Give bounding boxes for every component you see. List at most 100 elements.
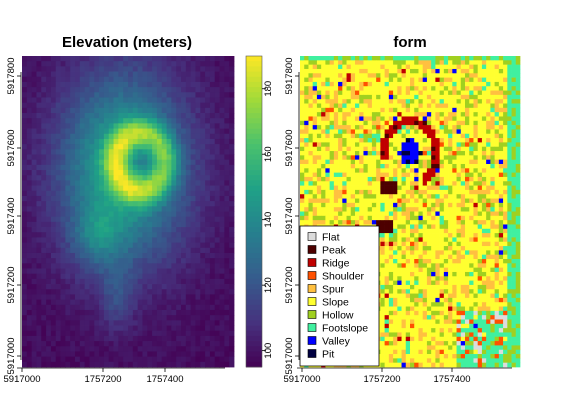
elevation-cell — [181, 201, 187, 207]
form-cell — [460, 194, 466, 199]
form-cell — [355, 94, 360, 100]
form-cell — [486, 116, 491, 122]
elevation-cell — [26, 325, 33, 332]
elevation-cell — [118, 128, 124, 135]
elevation-cell — [70, 97, 76, 104]
elevation-cell — [200, 263, 206, 269]
elevation-cell — [219, 247, 225, 254]
elevation-cell — [89, 315, 95, 321]
elevation-cell — [200, 325, 206, 332]
elevation-cell — [137, 247, 143, 254]
elevation-cell — [123, 252, 129, 259]
elevation-cell — [176, 247, 182, 254]
elevation-cell — [31, 263, 37, 269]
elevation-cell — [214, 361, 220, 368]
form-cell — [410, 176, 415, 182]
elevation-cell — [123, 138, 129, 145]
elevation-cell — [70, 242, 76, 249]
elevation-cell — [205, 87, 211, 93]
elevation-cell — [41, 330, 47, 337]
elevation-cell — [108, 335, 114, 342]
elevation-cell — [137, 164, 143, 171]
elevation-cell — [190, 175, 196, 181]
elevation-cell — [31, 71, 37, 78]
form-cell — [371, 112, 377, 117]
elevation-cell — [46, 170, 52, 176]
form-cell — [325, 90, 330, 96]
form-cell — [507, 151, 512, 156]
elevation-cell — [156, 304, 163, 311]
form-cell — [422, 99, 428, 104]
form-cell — [350, 77, 356, 83]
elevation-cell — [200, 180, 206, 186]
elevation-cell — [161, 170, 167, 176]
form-cell — [355, 73, 360, 78]
form-cell — [384, 116, 390, 122]
form-cell — [410, 181, 415, 186]
elevation-cell — [137, 71, 143, 78]
elevation-cell — [79, 190, 86, 197]
elevation-cell — [166, 76, 172, 83]
form-cell — [460, 56, 466, 61]
elevation-cell — [50, 107, 57, 114]
elevation-cell — [36, 149, 42, 155]
form-cell — [469, 233, 474, 238]
form-cell — [486, 73, 491, 78]
elevation-cell — [132, 159, 139, 166]
elevation-cell — [31, 154, 37, 161]
form-cell — [329, 220, 335, 225]
elevation-cell — [132, 273, 139, 280]
elevation-cell — [41, 341, 47, 347]
elevation-cell — [79, 232, 86, 238]
elevation-cell — [79, 242, 86, 249]
form-cell — [342, 172, 347, 178]
form-cell — [469, 81, 474, 87]
elevation-cell — [128, 284, 134, 290]
form-cell — [346, 68, 352, 74]
elevation-cell — [229, 71, 235, 78]
elevation-cell — [152, 201, 158, 207]
elevation-cell — [94, 195, 100, 202]
elevation-cell — [224, 273, 230, 280]
elevation-cell — [70, 128, 76, 135]
elevation-cell — [36, 309, 42, 316]
elevation-cell — [31, 118, 37, 124]
elevation-cell — [113, 242, 119, 249]
colorbar-segment — [246, 242, 262, 249]
form-cell — [439, 224, 445, 230]
elevation-cell — [176, 56, 182, 62]
form-cell — [393, 215, 398, 221]
form-cell — [486, 112, 491, 117]
elevation-cell — [137, 133, 143, 140]
form-cell — [452, 60, 457, 65]
elevation-cell — [147, 138, 153, 145]
elevation-cell — [185, 87, 192, 93]
elevation-cell — [123, 113, 129, 119]
form-cell — [422, 60, 428, 65]
elevation-cell — [113, 361, 119, 368]
elevation-cell — [181, 320, 187, 326]
form-cell — [405, 129, 411, 135]
form-cell — [410, 224, 415, 230]
form-cell — [503, 233, 508, 238]
elevation-cell — [205, 309, 211, 316]
form-cell — [405, 163, 411, 169]
elevation-cell — [41, 232, 47, 238]
elevation-cell — [118, 123, 124, 129]
form-cell — [486, 215, 491, 221]
form-cell — [426, 133, 432, 139]
elevation-cell — [123, 92, 129, 98]
form-cell — [439, 215, 445, 221]
form-cell — [465, 68, 470, 74]
form-cell — [388, 107, 394, 113]
elevation-cell — [185, 232, 192, 238]
form-cell — [511, 86, 517, 91]
form-cell — [329, 133, 335, 139]
form-cell — [435, 220, 440, 225]
form-cell — [333, 159, 339, 165]
form-cell — [490, 107, 495, 113]
elevation-cell — [205, 294, 211, 301]
elevation-cell — [200, 195, 206, 202]
elevation-cell — [229, 164, 235, 171]
colorbar-segment — [246, 237, 262, 243]
